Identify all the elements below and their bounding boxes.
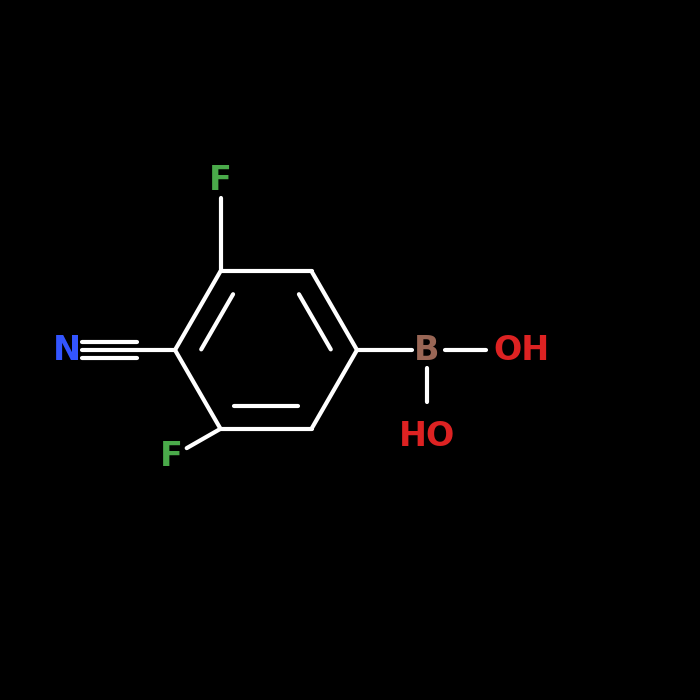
Text: F: F [209,164,232,197]
Text: B: B [414,333,440,367]
Text: HO: HO [399,420,455,453]
Text: OH: OH [494,333,550,367]
Text: F: F [160,440,183,473]
Text: N: N [52,333,80,367]
